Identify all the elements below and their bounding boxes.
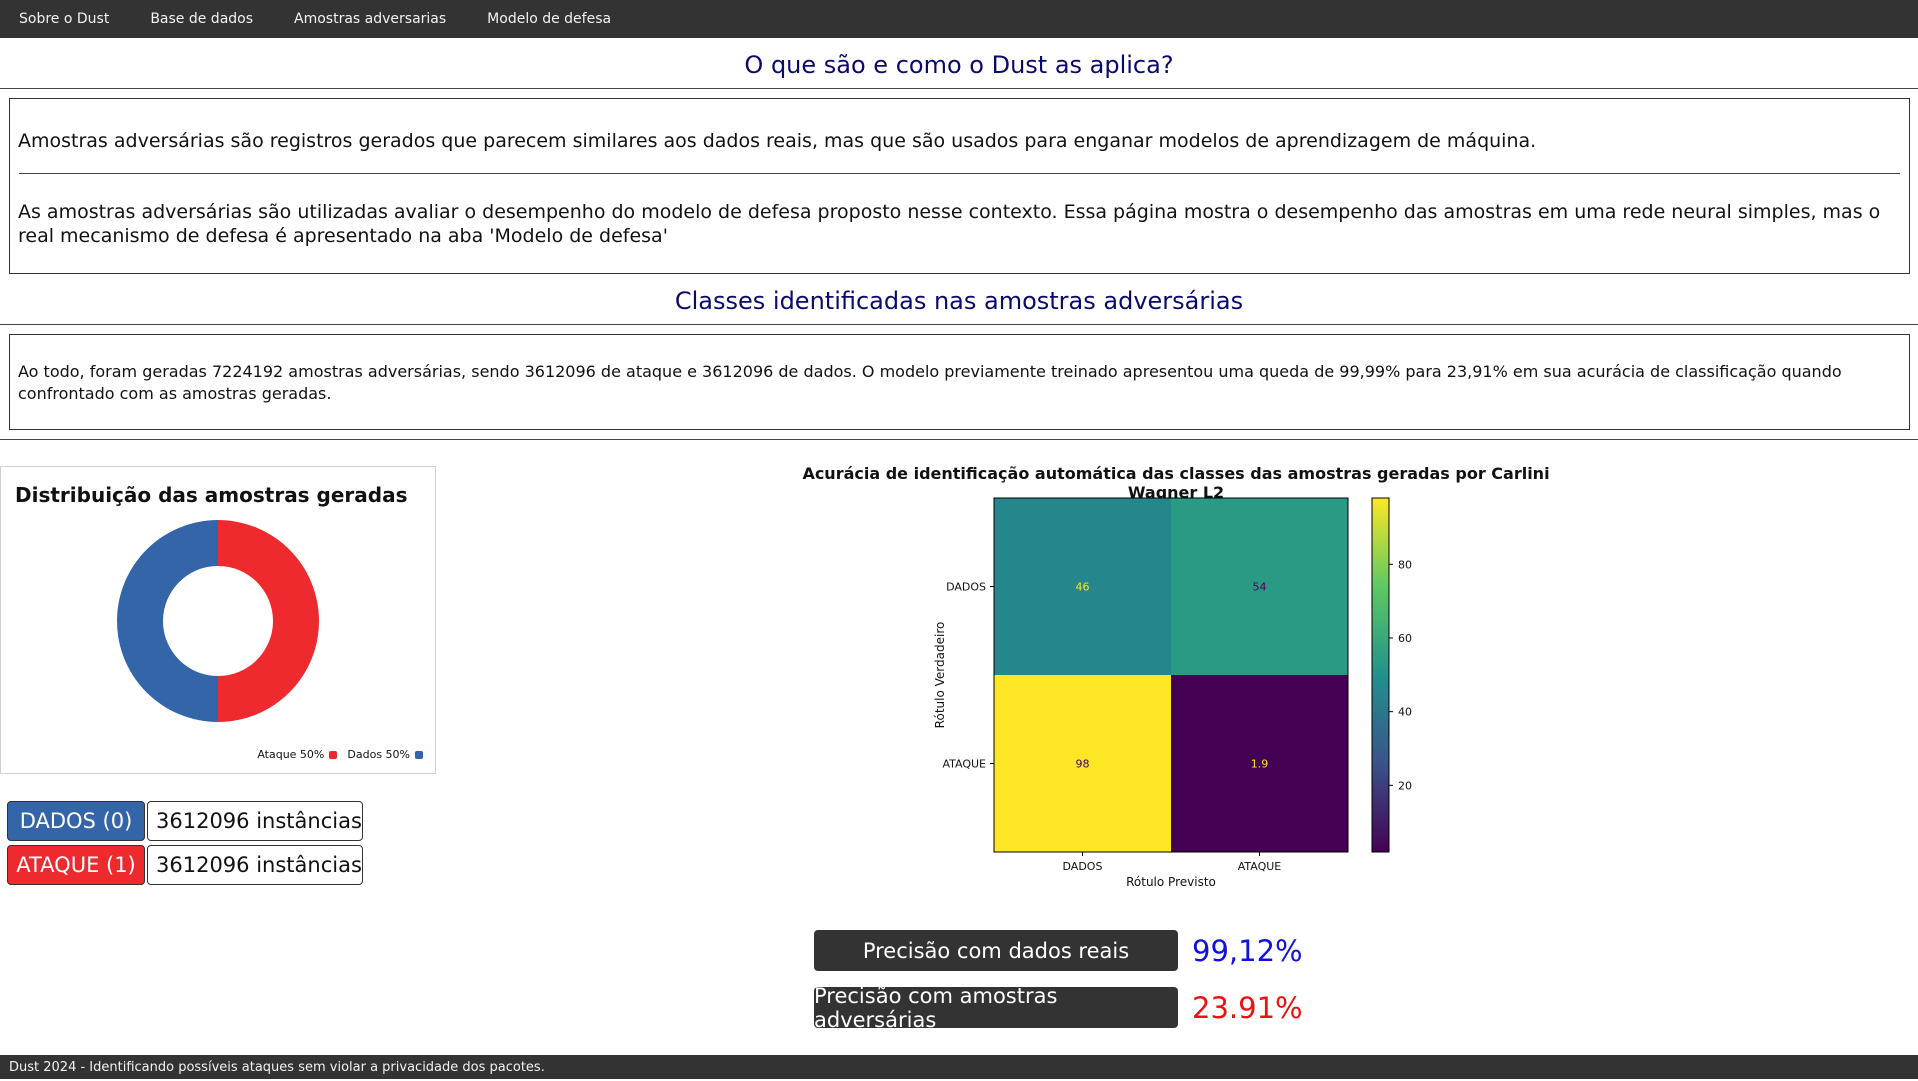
- precision-adv-label: Precisão com amostras adversárias: [814, 984, 1178, 1032]
- distribution-chart-title: Distribuição das amostras geradas: [15, 483, 408, 507]
- class-row-ataque: ATAQUE (1) 3612096 instâncias: [7, 845, 363, 885]
- intro-paragraph-1: Amostras adversárias são registros gerad…: [18, 130, 1537, 152]
- precision-real-value: 99,12%: [1192, 933, 1303, 968]
- intro-divider: [19, 173, 1900, 174]
- precision-real-label: Precisão com dados reais: [814, 930, 1178, 971]
- x-axis-label: Rótulo Previsto: [1126, 875, 1216, 889]
- colorbar-tick-label: 20: [1398, 779, 1412, 792]
- dados-class-button[interactable]: DADOS (0): [7, 801, 145, 841]
- summary-text: Ao todo, foram geradas 7224192 amostras …: [18, 362, 1842, 403]
- nav-link-sobre[interactable]: Sobre o Dust: [19, 11, 110, 27]
- colorbar-tick-label: 60: [1398, 632, 1412, 645]
- x-tick-label: ATAQUE: [1238, 860, 1282, 873]
- top-navbar: Sobre o Dust Base de dados Amostras adve…: [0, 0, 1918, 38]
- distribution-donut-chart: [117, 520, 319, 722]
- legend-dados-label: Dados 50%: [347, 748, 410, 761]
- distribution-legend: Ataque 50% Dados 50%: [257, 748, 423, 761]
- matrix-cell-label: 46: [1076, 581, 1090, 594]
- colorbar-tick-label: 40: [1398, 706, 1412, 719]
- dados-count: 3612096 instâncias: [147, 801, 363, 841]
- intro-box: Amostras adversárias são registros gerad…: [9, 98, 1910, 274]
- colorbar: [1371, 497, 1390, 853]
- ataque-class-button[interactable]: ATAQUE (1): [7, 845, 145, 885]
- matrix-cell: [994, 498, 1171, 675]
- divider: [0, 88, 1918, 89]
- divider: [0, 324, 1918, 325]
- legend-dados-swatch: [415, 750, 423, 759]
- confusion-matrix-title: Acurácia de identificação automática das…: [802, 464, 1550, 502]
- precision-real-row: Precisão com dados reais 99,12%: [814, 930, 1303, 971]
- nav-link-base-de-dados[interactable]: Base de dados: [150, 11, 254, 27]
- section-title-what-are: O que são e como o Dust as aplica?: [744, 51, 1174, 79]
- y-tick-label: DADOS: [946, 581, 986, 594]
- intro-paragraph-2: As amostras adversárias são utilizadas a…: [18, 201, 1881, 247]
- summary-box: Ao todo, foram geradas 7224192 amostras …: [9, 334, 1910, 430]
- donut-slice-ataque: [218, 520, 319, 722]
- section-title-classes: Classes identificadas nas amostras adver…: [674, 287, 1244, 315]
- matrix-cell: [1171, 498, 1348, 675]
- nav-link-modelo-defesa[interactable]: Modelo de defesa: [487, 11, 612, 27]
- precision-adv-value: 23.91%: [1192, 990, 1303, 1025]
- confusion-matrix-chart: 46 54 98 1.9 DADOS ATAQUE DADOS ATAQUE Rótulo Pr…: [933, 497, 1412, 889]
- colorbar-tick-label: 80: [1398, 558, 1412, 571]
- matrix-cell-label: 54: [1253, 581, 1267, 594]
- matrix-cell-label: 98: [1076, 758, 1090, 771]
- class-row-dados: DADOS (0) 3612096 instâncias: [7, 801, 363, 841]
- nav-link-amostras[interactable]: Amostras adversarias: [294, 11, 447, 27]
- x-tick-label: DADOS: [1063, 860, 1103, 873]
- ataque-count: 3612096 instâncias: [147, 845, 363, 885]
- matrix-cell-label: 1.9: [1251, 758, 1269, 771]
- footer: Dust 2024 - Identificando possíveis ataq…: [0, 1055, 1918, 1079]
- precision-adv-row: Precisão com amostras adversárias 23.91%: [814, 984, 1303, 1032]
- matrix-cell: [1171, 675, 1348, 852]
- donut-slice-dados: [117, 520, 218, 722]
- legend-ataque-swatch: [329, 750, 338, 759]
- divider: [0, 439, 1918, 440]
- legend-ataque-label: Ataque 50%: [257, 748, 325, 761]
- distribution-chart-card: Distribuição das amostras geradas Ataque…: [0, 466, 436, 774]
- matrix-cell: [994, 675, 1171, 852]
- y-axis-label: Rótulo Verdadeiro: [933, 622, 947, 729]
- y-tick-label: ATAQUE: [942, 758, 986, 771]
